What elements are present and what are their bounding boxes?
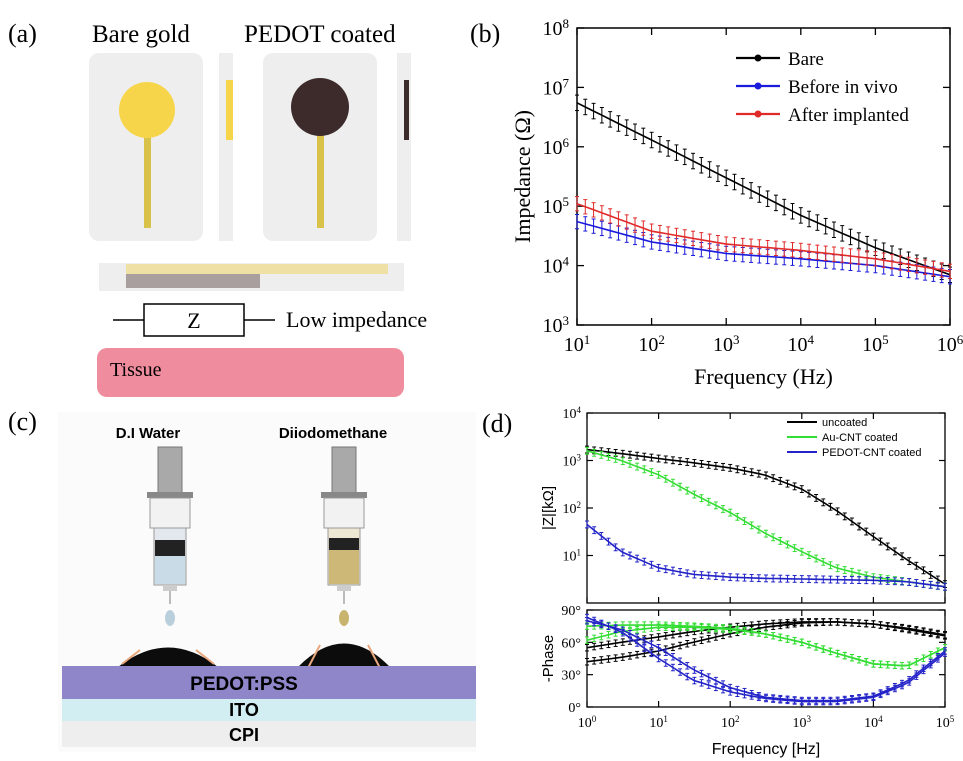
y-tick-label-3: 106	[543, 134, 570, 159]
diiodomethane-label: Diiodomethane	[279, 425, 387, 442]
cross-section-pedot-layer	[126, 274, 260, 288]
x-tick-label-1: 101	[649, 714, 668, 731]
x-tick-label-5: 106	[937, 332, 963, 357]
bare-gold-pad	[119, 82, 175, 138]
x-tick-label-3: 104	[788, 332, 815, 357]
legend-label-1: Before in vivo	[788, 77, 898, 98]
bare-gold-title: Bare gold	[92, 21, 190, 48]
ito-layer	[62, 699, 476, 721]
water-angle-right	[195, 649, 215, 665]
resistor-symbol	[143, 303, 245, 337]
y-tick-label-4: 107	[543, 75, 570, 100]
legend-label-1: Au-CNT coated	[822, 432, 898, 444]
panel-a-label: (a)	[8, 19, 37, 48]
y-tick-label-0: 103	[543, 313, 570, 338]
low-impedance-label: Low impedance	[286, 307, 427, 332]
mag-y-tick-label-0: 101	[563, 548, 582, 565]
x-tick-label-3: 103	[793, 714, 812, 731]
syringe-diiodomethane	[321, 446, 367, 626]
y-tick-label-2: 105	[543, 194, 570, 219]
series-1-line	[576, 220, 951, 278]
panel-c-label: (c)	[8, 407, 37, 436]
x-tick-label-2: 103	[713, 332, 740, 357]
x-axis-label: Frequency (Hz)	[694, 364, 833, 389]
phase-y-tick-label-1: 30°	[561, 669, 581, 684]
legend-label-0: uncoated	[822, 417, 867, 429]
legend-marker-0	[754, 54, 762, 62]
pedot-coated-pad	[291, 78, 349, 136]
panel-c: (c) D.I Water Diiodomethane	[8, 407, 476, 752]
x-tick-label-1: 102	[638, 332, 665, 357]
bode-chart: 100 101 102 103 104 105 Frequency [Hz] 101 102 10…	[540, 405, 955, 758]
plot-frame	[576, 27, 951, 326]
legend-label-0: Bare	[788, 49, 824, 70]
legend-label-2: After implanted	[788, 105, 909, 126]
mag-y-tick-label-3: 104	[563, 405, 582, 422]
series-2-line	[576, 202, 951, 273]
pedot-pss-label: PEDOT:PSS	[190, 674, 298, 695]
phase-y-tick-label-3: 90°	[561, 604, 581, 619]
x-tick-label-5: 105	[936, 714, 955, 731]
phase-y-tick-label-0: 0°	[568, 701, 581, 716]
x-tick-label-0: 101	[564, 332, 591, 357]
bare-electrode-trace	[144, 110, 151, 228]
x-tick-label-2: 102	[721, 714, 740, 731]
mag-y-tick-label-1: 102	[563, 500, 582, 517]
pedot-pss-layer	[62, 666, 476, 699]
mag-y-tick-label-2: 103	[563, 453, 582, 470]
y-tick-label-1: 104	[543, 253, 570, 278]
tissue-label: Tissue	[110, 359, 162, 381]
syringe-water	[147, 446, 193, 626]
bare-side-gold	[226, 80, 233, 140]
x-tick-label-4: 105	[862, 332, 889, 357]
impedance-chart: 101 102 103 104 105 106 103 104 105 106 107 108 Freq…	[510, 16, 963, 390]
legend-marker-1	[754, 82, 762, 90]
x-axis-label: Frequency [Hz]	[712, 741, 820, 758]
series-0-line	[576, 102, 951, 276]
phase-axis-label: -Phase	[540, 635, 557, 683]
panel-d-label: (d)	[482, 409, 512, 438]
pedot-side-coating	[404, 80, 409, 140]
panel-b-label: (b)	[470, 19, 500, 48]
water-droplet	[118, 647, 218, 667]
ito-label: ITO	[229, 700, 259, 720]
diiodomethane-droplet	[298, 643, 390, 667]
pedot-coated-title: PEDOT coated	[244, 21, 396, 48]
cross-section-gold-layer	[126, 264, 388, 274]
legend-marker-2	[754, 110, 762, 118]
diiodomethane-angle-left	[307, 644, 321, 669]
resistor-label: Z	[187, 308, 200, 333]
phase-y-tick-label-2: 60°	[561, 636, 581, 651]
x-tick-label-4: 104	[864, 714, 883, 731]
legend-label-2: PEDOT-CNT coated	[822, 447, 921, 459]
magnitude-series-1-line	[586, 450, 946, 588]
tissue-block	[97, 348, 404, 397]
magnitude-series-0-line	[586, 448, 946, 585]
water-angle-left	[121, 649, 141, 665]
di-water-label: D.I Water	[116, 425, 181, 442]
magnitude-axis-label: |Z|[kΩ]	[540, 486, 557, 530]
panel-a: (a) Bare gold PEDOT coated Z Low impedan…	[8, 19, 427, 397]
pedot-electrode-trace	[317, 110, 324, 228]
cpi-layer	[62, 721, 476, 747]
y-axis-label: Impedance (Ω)	[510, 110, 535, 243]
diiodomethane-angle-right	[367, 644, 381, 669]
panel-b: (b) 101 102 103 104 105 106 103 104 105 106 107 108…	[470, 16, 963, 390]
x-tick-label-0: 100	[578, 714, 597, 731]
cpi-label: CPI	[229, 725, 259, 745]
y-tick-label-5: 108	[543, 16, 570, 41]
